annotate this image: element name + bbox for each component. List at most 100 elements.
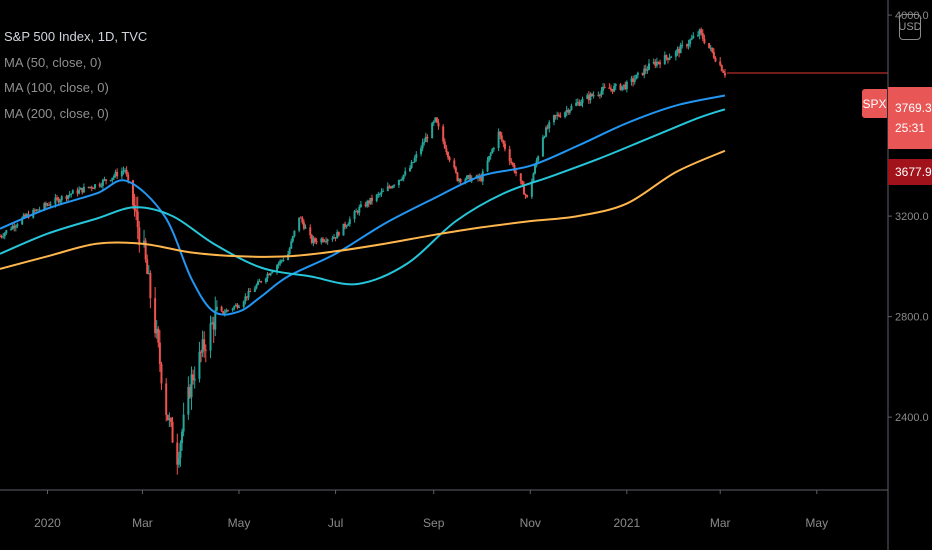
candle-up bbox=[600, 90, 603, 95]
candle-up bbox=[291, 236, 294, 242]
candle-down bbox=[524, 194, 527, 196]
x-tick-label: Sep bbox=[423, 516, 445, 530]
candle-down bbox=[313, 238, 316, 242]
candle-up bbox=[93, 184, 96, 189]
candle-down bbox=[166, 414, 169, 420]
candle-down bbox=[116, 171, 119, 177]
candle-down bbox=[65, 196, 68, 199]
candle-down bbox=[200, 351, 203, 353]
candle-down bbox=[685, 44, 688, 47]
candle-up bbox=[541, 137, 544, 157]
legend-ma100[interactable]: MA (100, close, 0) bbox=[4, 80, 109, 95]
candle-up bbox=[279, 260, 282, 264]
candle-up bbox=[689, 39, 692, 44]
x-tick-label: Mar bbox=[132, 516, 153, 530]
x-tick-label: 2021 bbox=[613, 516, 640, 530]
candle-up bbox=[280, 260, 283, 262]
candle-down bbox=[654, 61, 657, 66]
candle-up bbox=[179, 443, 182, 459]
candle-down bbox=[591, 93, 593, 96]
candle-down bbox=[480, 176, 483, 182]
candle-up bbox=[168, 418, 171, 420]
candle-down bbox=[249, 291, 252, 293]
candle-up bbox=[54, 197, 57, 205]
candle-down bbox=[454, 167, 457, 173]
candle-down bbox=[149, 273, 152, 299]
candle-down bbox=[90, 186, 93, 189]
candle-down bbox=[708, 43, 711, 48]
candle-up bbox=[421, 142, 424, 149]
candle-down bbox=[92, 188, 95, 190]
candle-down bbox=[659, 62, 662, 65]
candle-up bbox=[10, 229, 13, 231]
candle-down bbox=[367, 201, 370, 204]
candle-down bbox=[245, 296, 248, 298]
ma200-line bbox=[0, 149, 726, 270]
candle-down bbox=[212, 322, 215, 330]
candle-down bbox=[678, 49, 681, 54]
candle-up bbox=[11, 225, 14, 230]
candle-up bbox=[543, 136, 546, 138]
candle-up bbox=[424, 136, 427, 143]
candle-down bbox=[578, 102, 581, 106]
candle-up bbox=[458, 179, 461, 181]
candle-up bbox=[177, 458, 180, 465]
candle-up bbox=[402, 174, 405, 179]
candle-up bbox=[423, 142, 426, 144]
candle-up bbox=[266, 274, 269, 279]
candle-down bbox=[608, 87, 611, 89]
candle-up bbox=[5, 230, 8, 233]
candle-down bbox=[299, 217, 302, 219]
candle-down bbox=[641, 72, 644, 76]
candle-up bbox=[46, 204, 49, 206]
legend-ma50[interactable]: MA (50, close, 0) bbox=[4, 54, 102, 70]
candle-up bbox=[67, 195, 70, 199]
candle-up bbox=[353, 211, 356, 220]
candle-up bbox=[253, 288, 256, 292]
candle-up bbox=[257, 281, 260, 285]
candle-up bbox=[497, 131, 500, 149]
candle-up bbox=[532, 173, 535, 182]
candle-up bbox=[488, 156, 491, 161]
candle-up bbox=[386, 186, 389, 191]
candle-up bbox=[570, 105, 573, 110]
candle-down bbox=[165, 383, 168, 415]
candle-up bbox=[597, 94, 600, 96]
candle-up bbox=[401, 178, 404, 180]
candle-up bbox=[100, 185, 103, 187]
candle-up bbox=[215, 306, 218, 311]
candle-up bbox=[70, 193, 73, 195]
legend-title[interactable]: S&P 500 Index, 1D, TVC bbox=[4, 29, 148, 44]
candle-down bbox=[503, 143, 506, 150]
candle-up bbox=[366, 201, 369, 207]
candle-up bbox=[101, 180, 104, 186]
y-tick-label: 2800.0 bbox=[895, 312, 929, 324]
bar-countdown: 25:31 bbox=[895, 121, 926, 135]
candle-down bbox=[609, 88, 612, 90]
candle-up bbox=[404, 171, 407, 175]
candle-down bbox=[301, 217, 304, 223]
candle-down bbox=[445, 148, 448, 153]
candle-up bbox=[537, 156, 540, 161]
legend-ma200[interactable]: MA (200, close, 0) bbox=[4, 105, 109, 121]
candle-up bbox=[190, 374, 193, 398]
candle-up bbox=[410, 162, 413, 168]
candle-up bbox=[432, 121, 435, 124]
candle-up bbox=[258, 281, 261, 283]
candle-down bbox=[644, 68, 647, 71]
candle-down bbox=[0, 236, 1, 238]
candle-down bbox=[657, 61, 660, 63]
candle-up bbox=[35, 209, 38, 211]
candle-up bbox=[78, 189, 81, 194]
candle-up bbox=[60, 196, 63, 201]
currency-button[interactable]: USD bbox=[898, 14, 922, 40]
x-tick-label: May bbox=[805, 516, 828, 530]
candle-up bbox=[491, 149, 494, 154]
candle-up bbox=[690, 38, 693, 40]
candle-up bbox=[568, 109, 571, 113]
candle-up bbox=[182, 414, 185, 432]
candle-down bbox=[204, 349, 207, 351]
candle-down bbox=[203, 339, 206, 350]
candle-down bbox=[511, 162, 514, 166]
